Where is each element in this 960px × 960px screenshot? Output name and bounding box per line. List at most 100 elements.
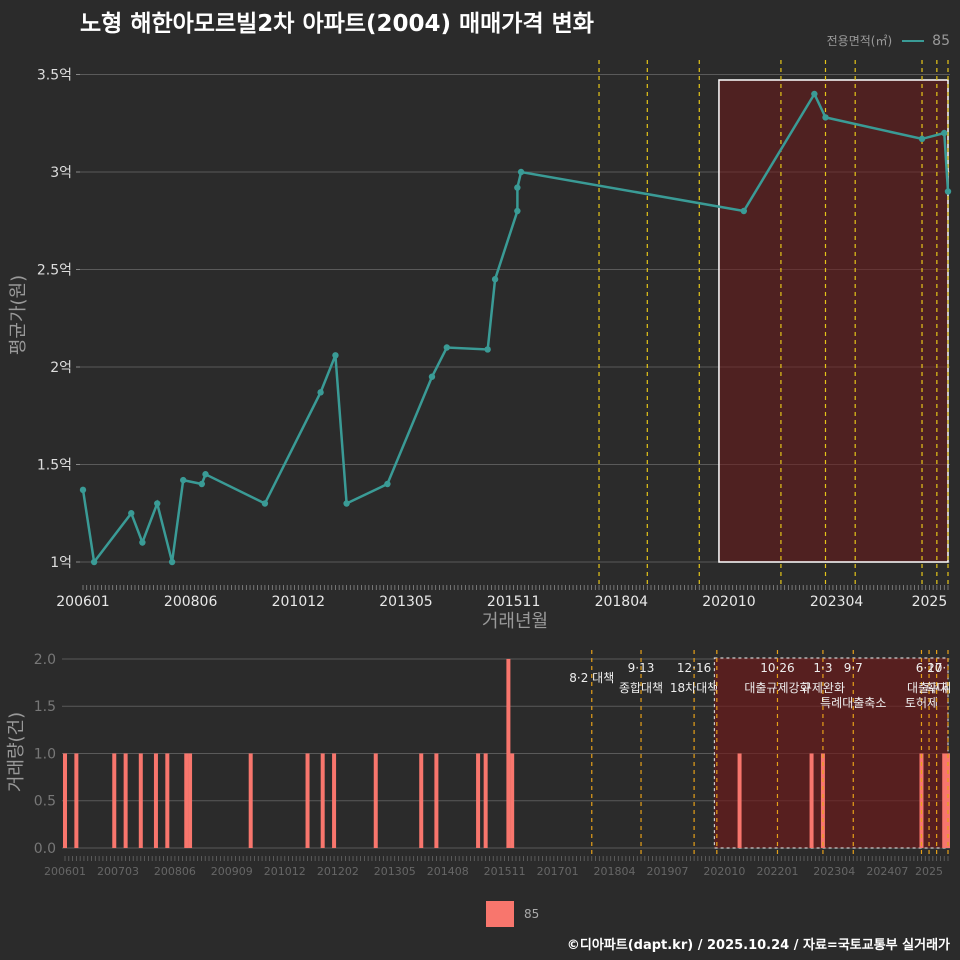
legend-line-swatch [902,39,925,42]
volume-bar [63,753,67,848]
bar-y-tick-label: 1.0 [34,746,56,762]
highlight-box [718,79,949,563]
legend-bottom-label: 85 [524,907,540,921]
price-point [202,471,209,478]
volume-bar [320,753,325,848]
bar-x-tick-label: 202304 [813,865,855,878]
x-tick-label: 2025 [912,594,948,610]
bar-x-tick-label: 201305 [374,865,416,878]
x-axis-title: 거래년월 [482,611,548,632]
event-date-label: 12·16 [677,661,711,675]
price-point [261,500,269,507]
bar-y-tick-label: 0.0 [34,841,56,857]
event-label: 종합대책 [619,680,663,695]
bar-y-tick-label: 2.0 [34,652,56,668]
price-point [128,510,135,517]
bar-x-tick-label: 201511 [484,865,526,878]
price-point [180,476,187,484]
volume-bar [165,753,170,848]
x-tick-label: 200601 [56,594,109,610]
price-point [343,500,350,507]
bar-x-tick-label: 202407 [866,865,908,878]
price-point [154,500,161,507]
bar-x-tick-label: 2025 [915,865,943,878]
x-tick-label: 201305 [379,594,432,610]
volume-bar [332,753,337,848]
bar-x-tick-label: 202010 [703,865,745,878]
event-label: 규제완화 [801,681,845,695]
legend-bottom: 85 [486,901,539,927]
volume-bar [305,753,310,848]
legend-title: 전용면적(㎡) [826,34,893,48]
bar-highlight-box [713,657,949,849]
price-point [384,480,391,488]
chart-title: 노형 해한아모르빌2차 아파트(2004) 매매가격 변화 [80,11,594,37]
volume-bar [188,753,193,848]
x-tick-label: 202010 [702,594,755,610]
event-date-label: 9·7 [844,661,863,675]
price-point [944,188,952,195]
price-point [491,276,499,283]
y-tick-label: 1억 [50,555,72,571]
volume-bar [809,753,814,848]
price-point [517,168,525,176]
price-point [514,207,521,215]
event-label: 대출규제 [907,681,951,695]
bar-x-tick-label: 201907 [647,865,689,878]
volume-bar [248,753,253,848]
volume-bar [510,753,515,848]
event-date-label: 10· [927,661,946,675]
bar-x-tick-label: 200703 [97,865,139,878]
bar-x-tick-label: 201408 [427,865,469,878]
event-date-label: 6·27 [916,661,943,675]
volume-bar [123,753,128,848]
price-point [168,558,176,566]
bar-x-tick-label: 202201 [756,865,798,878]
event-label: 18차대책 [670,680,718,695]
volume-bar [946,753,950,848]
event-label: 대출규제강화 [744,681,810,695]
x-tick-label: 201012 [272,594,325,610]
legend-label: 85 [932,32,950,49]
event-label: 8·2 대책 [569,670,614,685]
y-tick-label: 1.5억 [37,458,72,474]
event-date-label: 10·26 [760,661,794,675]
bar-y-axis-title: 거래량(건) [6,712,27,792]
legend-top: 전용면적(㎡) 85 [827,32,950,49]
price-point [918,135,926,143]
bar-x-tick-label: 200806 [154,865,196,878]
volume-bar [506,658,511,848]
volume-bar [138,753,143,848]
bar-y-tick-label: 1.5 [34,699,56,715]
bar-x-tick-label: 201804 [594,865,636,878]
footer-source: ©디아파트(dapt.kr) / 2025.10.24 / 자료=국토교통부 실… [566,938,950,953]
bar-x-tick-label: 201012 [264,865,306,878]
volume-bar [184,753,189,848]
price-point [514,184,521,191]
y-tick-label: 3억 [50,165,72,181]
price-point [941,129,948,137]
volume-bar [74,753,79,848]
event-label: 토허제 [905,696,938,710]
volume-bar [820,753,825,848]
y-axis-title: 평균가(원) [8,275,29,355]
volume-bar [737,753,742,848]
x-tick-label: 200806 [164,594,218,610]
price-point [740,207,748,215]
price-point [317,389,324,396]
y-tick-label: 3.5억 [37,68,72,84]
bar-y-tick-label: 0.5 [34,794,56,810]
y-tick-label: 2.5억 [37,263,72,279]
bar-x-tick-label: 200909 [211,865,253,878]
event-date-label: 9·13 [628,661,655,675]
price-point [198,480,205,488]
volume-bar [434,753,439,848]
price-point [811,90,818,98]
event-label: 확대 [926,681,948,695]
price-point [332,352,339,359]
volume-bar [419,753,424,848]
event-label: 특례대출축소 [820,696,886,710]
volume-bar [373,753,378,848]
bar-x-tick-label: 201701 [537,865,579,878]
